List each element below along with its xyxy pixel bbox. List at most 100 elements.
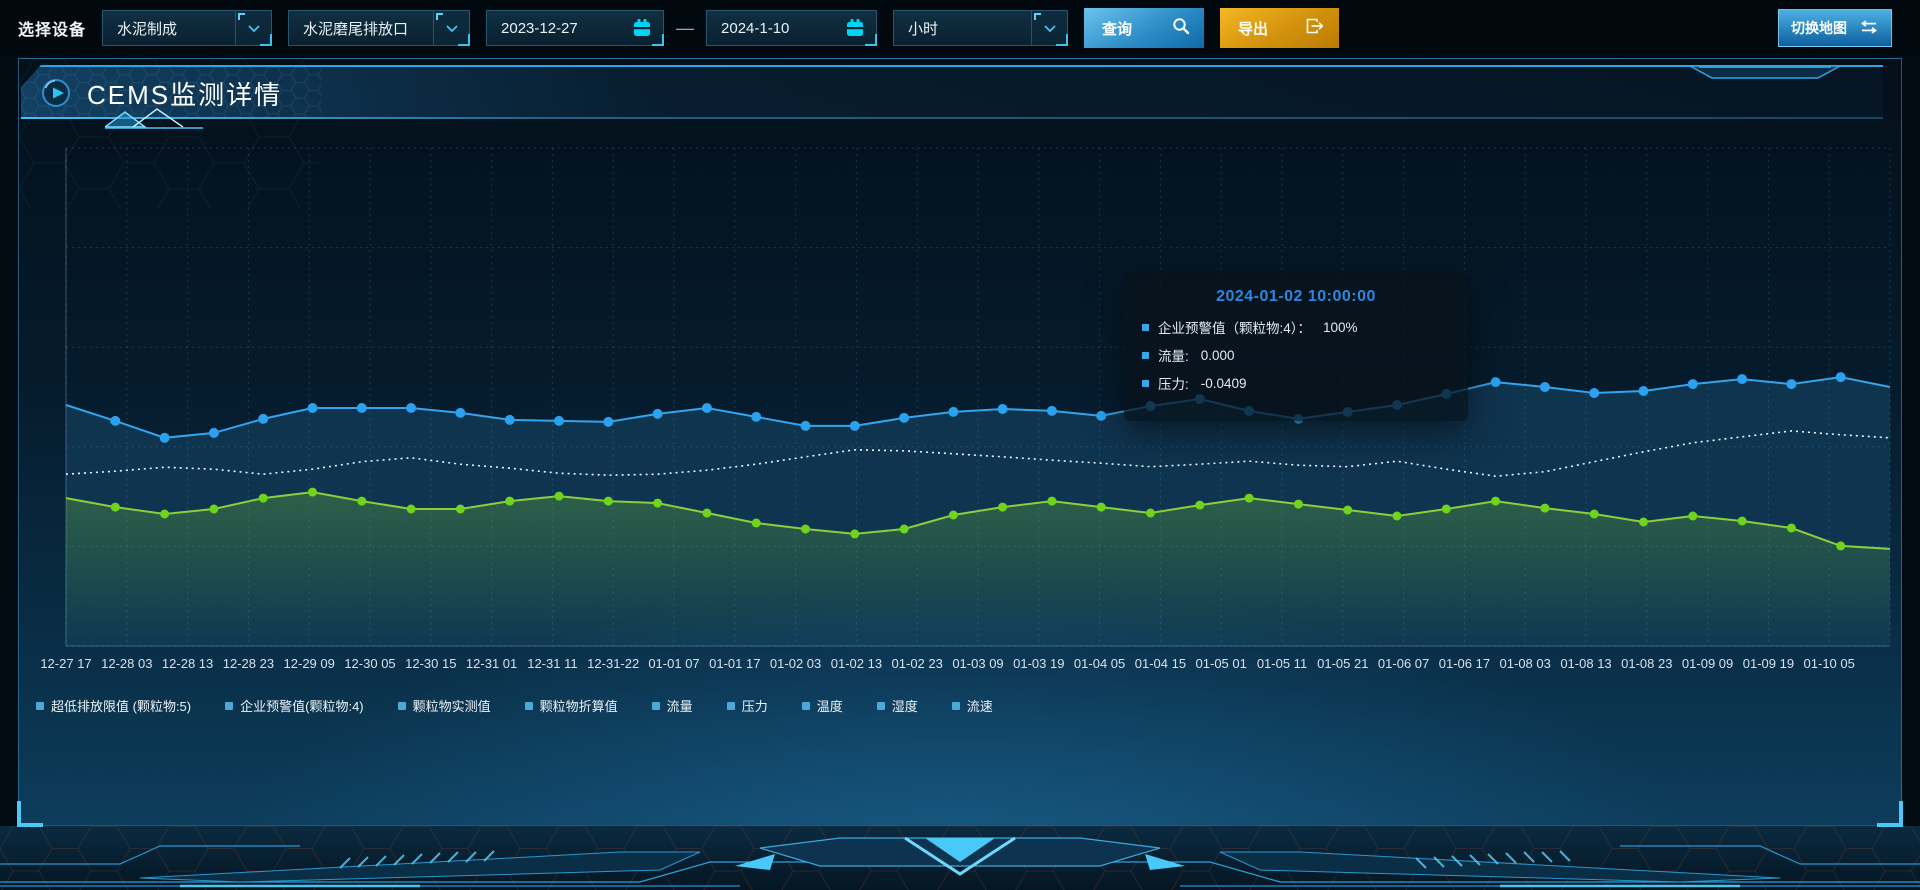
header-hexagon-pattern: [21, 67, 321, 119]
legend-marker-icon: [876, 701, 885, 710]
query-button[interactable]: 查询: [1084, 8, 1205, 48]
x-axis-label: 01-08 03: [1500, 656, 1551, 671]
x-axis-label: 12-31 01: [466, 656, 517, 671]
export-button[interactable]: 导出: [1220, 8, 1340, 48]
x-axis-label: 01-05 21: [1317, 656, 1368, 671]
legend-item[interactable]: 湿度: [876, 696, 918, 715]
legend-label: 湿度: [891, 699, 918, 714]
tooltip-item-label: 流量:: [1158, 349, 1189, 364]
x-axis-label: 12-29 09: [284, 656, 335, 671]
chevron-down-icon[interactable]: [1031, 11, 1068, 45]
tooltip-item: 企业预警值（颗粒物:4）： 100%: [1142, 317, 1468, 337]
start-date-input[interactable]: 2023-12-27: [486, 10, 665, 46]
device-select-label: 选择设备: [18, 22, 87, 39]
x-axis-label: 01-09 09: [1682, 656, 1733, 671]
header-notch-decoration: [1689, 65, 1841, 79]
legend-label: 颗粒物折算值: [539, 699, 618, 714]
header-zigzag-decoration: [105, 108, 203, 129]
legend-item[interactable]: 企业预警值(颗粒物:4): [225, 696, 364, 715]
legend-marker-icon: [801, 701, 810, 710]
x-axis-label: 01-10 05: [1804, 656, 1855, 671]
toolbar: 选择设备 水泥制成 水泥磨尾排放口 2023-12-27: [0, 0, 1920, 56]
device-type-value: 水泥制成: [117, 20, 178, 38]
tooltip-marker-icon: [1142, 351, 1149, 359]
x-axis-label: 01-03 09: [952, 656, 1003, 671]
x-axis-label: 01-08 13: [1560, 656, 1611, 671]
tooltip-item-value: 100%: [1323, 319, 1358, 335]
x-axis-label: 12-28 03: [101, 656, 152, 671]
x-axis-label: 01-09 19: [1743, 656, 1794, 671]
tooltip-item: 压力: -0.0409: [1142, 373, 1468, 393]
x-axis-labels: 12-27 17 12-28 03 12-28 13 12-28 23 12-29 09…: [40, 656, 1855, 671]
legend-item[interactable]: 颗粒物折算值: [524, 696, 618, 715]
series-green-line: [65, 491, 1891, 550]
outlet-select[interactable]: 水泥磨尾排放口: [288, 10, 471, 46]
device-type-select[interactable]: 水泥制成: [102, 10, 273, 46]
legend-item[interactable]: 压力: [726, 696, 768, 715]
swap-arrows-icon: [1859, 19, 1879, 37]
x-axis-label: 01-02 03: [770, 656, 821, 671]
x-axis-label: 01-04 05: [1074, 656, 1125, 671]
x-axis-label: 12-31 11: [527, 656, 577, 671]
tooltip-item-label: 企业预警值（颗粒物:4）：: [1158, 321, 1312, 336]
legend-marker-icon: [397, 701, 406, 710]
x-axis-label: 01-06 17: [1439, 656, 1490, 671]
start-date-value: 2023-12-27: [501, 19, 578, 37]
x-axis-label: 01-05 01: [1196, 656, 1247, 671]
tooltip-marker-icon: [1142, 379, 1149, 387]
x-axis-label: 12-31-22: [587, 656, 639, 671]
tooltip-item: 流量: 0.000: [1142, 345, 1468, 365]
panel-corner-accent: [17, 801, 43, 827]
query-button-label: 查询: [1102, 20, 1133, 38]
x-axis-label: 01-02 23: [892, 656, 943, 671]
legend-marker-icon: [651, 701, 660, 710]
legend-item[interactable]: 颗粒物实测值: [397, 696, 491, 715]
chart-legend: 超低排放限值 (颗粒物:5) 企业预警值(颗粒物:4) 颗粒物实测值 颗粒物折算值 流量…: [36, 696, 993, 715]
x-axis-label: 01-05 11: [1257, 656, 1307, 671]
interval-select[interactable]: 小时: [893, 10, 1069, 46]
date-range-separator: —: [676, 17, 695, 38]
series-green-area: [66, 492, 1890, 646]
legend-label: 流速: [966, 699, 993, 714]
legend-label: 超低排放限值 (颗粒物:5): [51, 699, 192, 714]
cems-panel: CEMS监测详情 12-27 17 12-28 03 12-28 13 12-28 2…: [17, 58, 1903, 827]
x-axis-label: 01-06 07: [1378, 656, 1429, 671]
chevron-down-icon[interactable]: [235, 11, 272, 45]
cems-chart[interactable]: 12-27 17 12-28 03 12-28 13 12-28 23 12-29 09…: [21, 121, 1899, 741]
series-green-markers: [110, 487, 1846, 551]
tooltip-marker-icon: [1142, 323, 1149, 331]
legend-marker-icon: [36, 701, 44, 710]
legend-marker-icon: [225, 701, 234, 710]
legend-marker-icon: [726, 701, 735, 710]
switch-map-label: 切换地图: [1791, 20, 1847, 36]
legend-item[interactable]: 流速: [951, 696, 993, 715]
legend-label: 压力: [741, 699, 768, 714]
legend-label: 温度: [816, 699, 843, 714]
legend-item[interactable]: 流量: [651, 696, 693, 715]
interval-value: 小时: [908, 20, 939, 38]
panel-header: CEMS监测详情: [21, 65, 1883, 119]
x-axis-label: 01-02 13: [831, 656, 882, 671]
calendar-icon[interactable]: [621, 11, 663, 45]
x-axis-label: 01-08 23: [1621, 656, 1672, 671]
x-axis-label: 12-28 23: [223, 656, 274, 671]
legend-item[interactable]: 超低排放限值 (颗粒物:5): [36, 696, 191, 715]
play-icon: [41, 78, 71, 108]
x-axis-label: 01-04 15: [1135, 656, 1186, 671]
tooltip-item-label: 压力:: [1158, 377, 1189, 392]
x-axis-label: 01-01 17: [709, 656, 760, 671]
end-date-input[interactable]: 2024-1-10: [706, 10, 878, 46]
calendar-icon[interactable]: [834, 11, 876, 45]
x-axis-label: 12-30 15: [405, 656, 456, 671]
tooltip-item-value: -0.0409: [1200, 375, 1247, 391]
search-icon: [1172, 17, 1190, 39]
tooltip-items: 企业预警值（颗粒物:4）： 100% 流量: 0.000 压力: -0.0409: [1124, 317, 1468, 393]
export-icon: [1305, 17, 1325, 39]
bottom-decoration: [0, 826, 1920, 890]
legend-marker-icon: [951, 701, 960, 710]
x-axis-label: 12-30 05: [344, 656, 395, 671]
chevron-down-icon[interactable]: [433, 11, 470, 45]
legend-item[interactable]: 温度: [801, 696, 843, 715]
switch-map-button[interactable]: 切换地图: [1778, 9, 1892, 47]
